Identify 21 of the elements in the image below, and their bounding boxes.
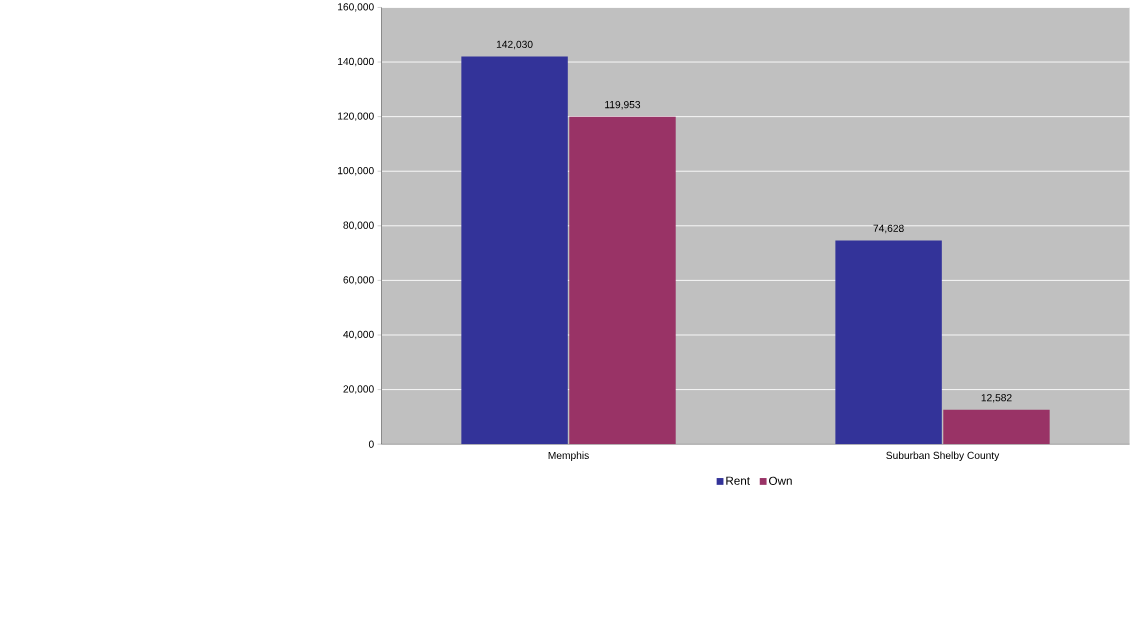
y-tick-label: 100,000: [338, 167, 374, 176]
data-label: 119,953: [605, 101, 641, 110]
bar: [943, 409, 1050, 445]
y-tick-label: 80,000: [343, 221, 374, 231]
data-label: 12,582: [981, 394, 1012, 403]
y-tick-label: 140,000: [338, 57, 374, 67]
y-tick-label: 40,000: [343, 330, 374, 340]
data-label: 74,628: [873, 224, 904, 234]
legend-label: Own: [769, 476, 792, 486]
bar: [835, 240, 942, 445]
x-tick-label: Suburban Shelby County: [886, 451, 1000, 462]
legend-label: Rent: [726, 476, 750, 485]
y-tick-label: 120,000: [338, 112, 374, 121]
y-tick-label: 60,000: [343, 276, 374, 285]
y-tick-label: 160,000: [338, 3, 374, 12]
data-label: 142,030: [496, 40, 533, 50]
bar: [461, 56, 568, 445]
y-tick-label: 0: [368, 440, 374, 448]
x-tick-label: Memphis: [548, 451, 589, 462]
y-tick-label: 20,000: [343, 385, 374, 394]
bar: [569, 116, 676, 445]
